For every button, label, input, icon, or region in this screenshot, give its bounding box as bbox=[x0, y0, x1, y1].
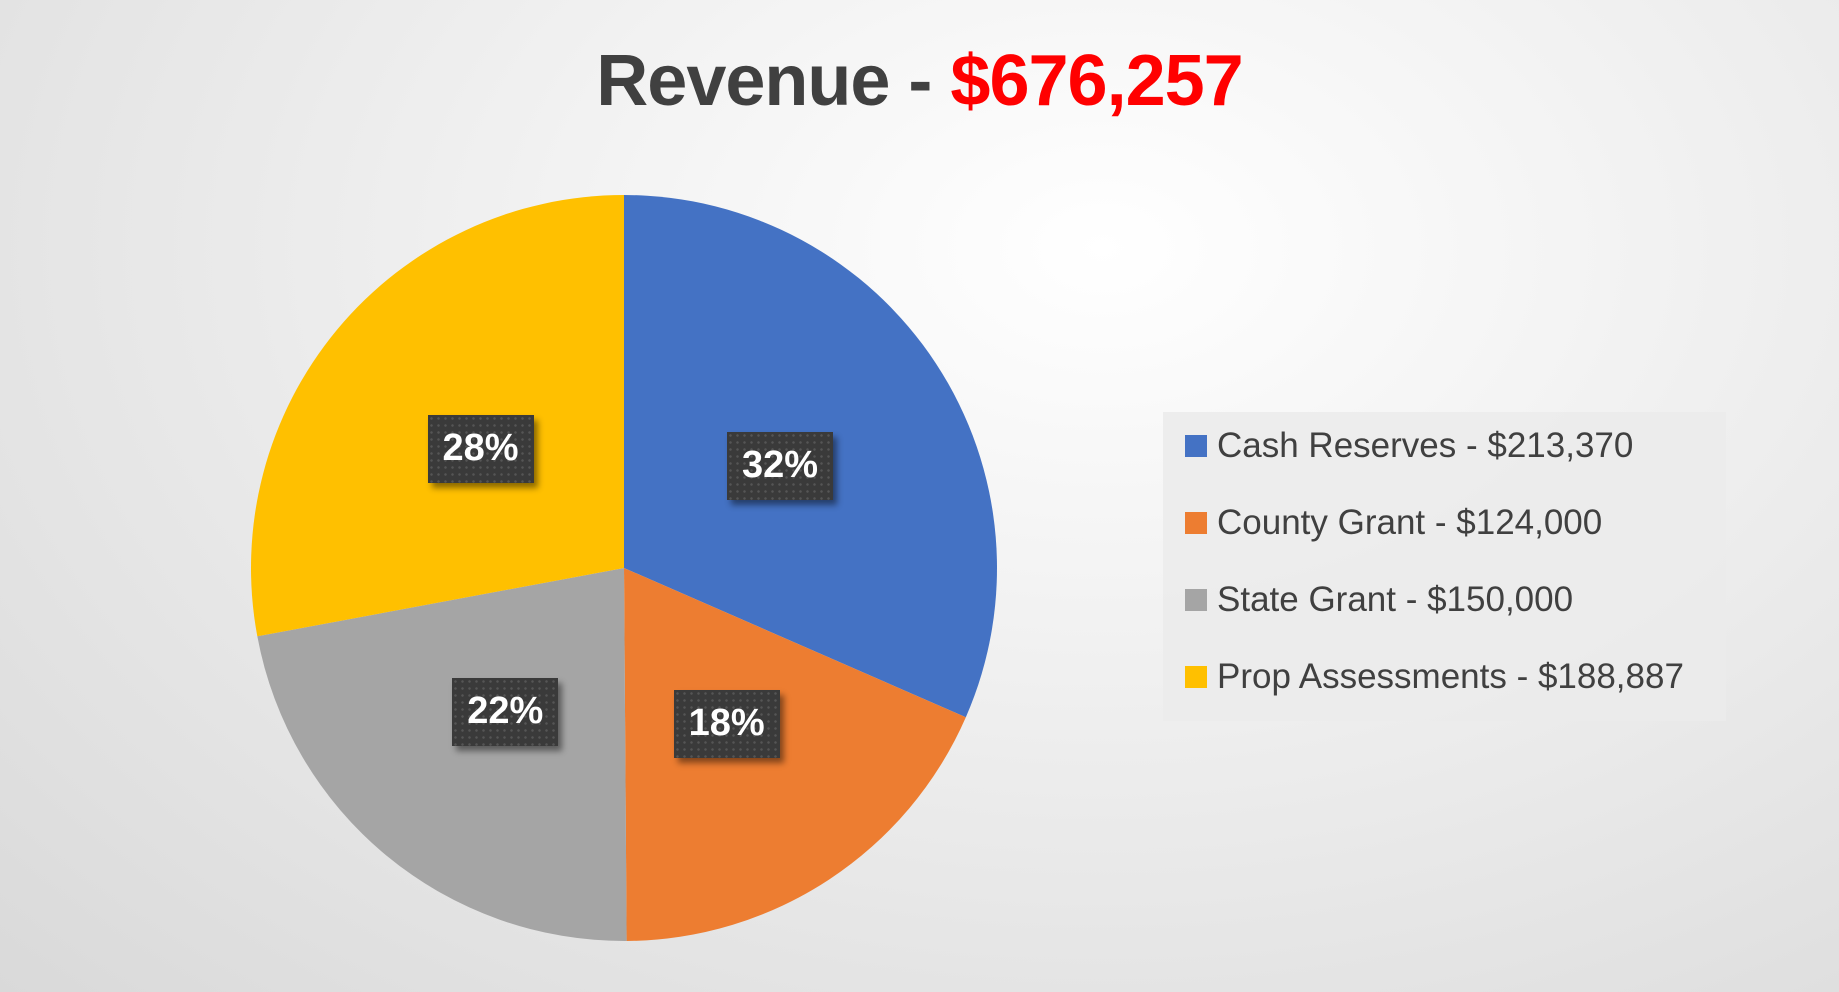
legend-item: Prop Assessments - $188,887 bbox=[1185, 657, 1684, 697]
data-label: 28% bbox=[427, 414, 534, 483]
chart-title: Revenue - $676,257 bbox=[0, 40, 1839, 122]
legend: Cash Reserves - $213,370 County Grant - $… bbox=[1163, 412, 1726, 721]
legend-label: County Grant - $124,000 bbox=[1217, 503, 1603, 542]
legend-swatch bbox=[1185, 435, 1207, 457]
pie-slice-state-grant bbox=[257, 568, 627, 941]
title-total: $676,257 bbox=[950, 41, 1243, 121]
legend-swatch bbox=[1185, 666, 1207, 688]
pie-slice-county-grant bbox=[624, 568, 966, 941]
legend-label: State Grant - $150,000 bbox=[1217, 580, 1574, 619]
data-label: 18% bbox=[673, 689, 780, 758]
legend-item: Cash Reserves - $213,370 bbox=[1185, 426, 1633, 466]
data-label: 32% bbox=[727, 431, 834, 500]
legend-swatch bbox=[1185, 512, 1207, 534]
title-text: Revenue - bbox=[596, 41, 951, 121]
legend-label: Prop Assessments - $188,887 bbox=[1217, 657, 1684, 696]
legend-label: Cash Reserves - $213,370 bbox=[1217, 426, 1634, 465]
legend-swatch bbox=[1185, 589, 1207, 611]
legend-item: State Grant - $150,000 bbox=[1185, 580, 1573, 620]
legend-item: County Grant - $124,000 bbox=[1185, 503, 1602, 543]
data-label: 22% bbox=[452, 677, 559, 746]
